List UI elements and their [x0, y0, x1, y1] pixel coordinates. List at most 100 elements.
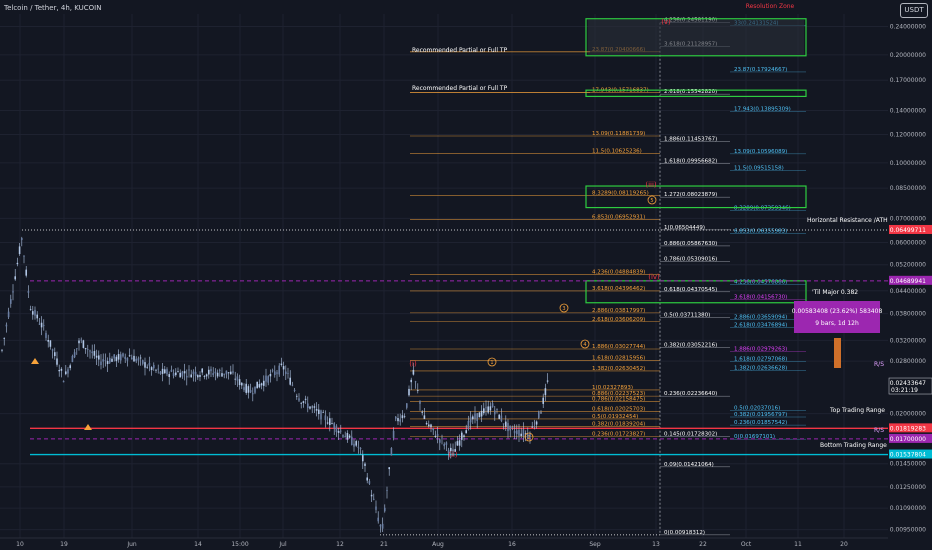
candle-body	[382, 524, 384, 529]
fib-label-right: 17.943(0.13895309)	[734, 107, 791, 113]
fib-label-left: 0.236(0.01723827)	[592, 432, 645, 438]
price-tick-label: 0.03200000	[890, 337, 926, 344]
candle-body	[245, 384, 247, 393]
fib-label-left: 13.09(0.11881739)	[592, 131, 645, 137]
candle-body	[380, 525, 382, 527]
candle-body	[287, 373, 289, 374]
measurement-box	[794, 301, 880, 333]
price-tick-label: 0.01450000	[890, 461, 926, 468]
fib-label-right: 8.3289(0.07359346)	[734, 206, 791, 212]
candle-body	[78, 341, 80, 344]
candle-body	[410, 380, 412, 382]
candle-body	[133, 356, 135, 362]
candle-body	[501, 416, 503, 421]
candle-body	[516, 430, 518, 434]
candle-body	[424, 415, 426, 419]
candle-body	[289, 378, 291, 385]
time-tick-label: 10	[16, 541, 24, 548]
price-tick-label: 0.00950000	[890, 527, 926, 534]
fib-label-left: 6.853(0.06952931)	[592, 214, 645, 220]
candle-body	[237, 376, 239, 380]
candle-body	[281, 364, 283, 365]
candle-body	[179, 373, 181, 378]
candle-body	[503, 423, 505, 424]
candle-body	[485, 407, 487, 408]
price-tick-label: 0.14000000	[890, 107, 926, 114]
wave-label-v: (v)	[661, 18, 671, 26]
candle-body	[303, 401, 305, 403]
time-tick-label: 22	[699, 541, 707, 548]
candle-body	[325, 415, 327, 420]
candle-body	[274, 371, 276, 375]
candle-body	[204, 376, 206, 377]
fib-label-center: 0.09(0.01421064)	[664, 462, 714, 468]
candle-body	[118, 354, 120, 360]
candle-body	[212, 373, 214, 375]
candle-body	[536, 422, 538, 425]
currency-button[interactable]: USDT	[900, 3, 928, 18]
time-tick-label: 13	[652, 541, 660, 548]
candle-body	[241, 383, 243, 386]
candle-body	[514, 431, 516, 433]
candle-body	[248, 386, 250, 393]
candle-body	[417, 390, 419, 391]
fib-label-right: 6.853(0.06355983)	[734, 228, 787, 234]
candle-body	[223, 374, 225, 375]
price-tick-label: 0.02000000	[890, 411, 926, 418]
candle-body	[377, 518, 379, 522]
candle-body	[116, 357, 118, 361]
candle-body	[232, 371, 234, 373]
candle-body	[538, 412, 540, 418]
fib-label-center: 0.886(0.05867630)	[664, 241, 717, 247]
price-tick-label: 0.07000000	[890, 215, 926, 222]
candle-body	[146, 367, 148, 368]
candle-body	[138, 358, 140, 360]
price-axis: 0.24000000 0.20000000 0.17000000 0.14000000…	[888, 0, 932, 550]
candle-body	[228, 372, 230, 373]
candle-body	[547, 381, 549, 382]
candle-body	[311, 407, 313, 408]
candle-body	[437, 434, 439, 436]
candle-body	[298, 398, 300, 400]
time-tick-label: 11	[794, 541, 802, 548]
candle-body	[509, 426, 511, 431]
wave-label-ii: (ii)	[448, 451, 458, 459]
price-tick-label: 0.05200000	[890, 262, 926, 269]
fib-label-center: 1.618(0.09956682)	[664, 159, 717, 165]
candle-body	[80, 340, 82, 341]
candle-body	[355, 441, 357, 446]
candle-body	[487, 406, 489, 412]
fib-label-center: 0.145(0.01728302)	[664, 431, 717, 437]
candle-body	[465, 430, 467, 433]
time-tick-label: 19	[60, 541, 68, 548]
wave-count-2: 2	[527, 435, 530, 441]
candle-body	[39, 324, 41, 325]
candle-body	[149, 363, 151, 366]
candle-body	[481, 411, 483, 417]
candle-body	[210, 369, 212, 371]
time-axis: 10 19 Jun 14 15:00 Jul 12 21 Aug 16 Sep 13 22 Oct 11 20	[0, 538, 932, 550]
price-tick-label: 0.08500000	[890, 185, 926, 192]
candle-body	[419, 401, 421, 404]
measurement-line-1: 0.00583408 (23.62%) 583408	[792, 308, 883, 315]
candle-body	[144, 362, 146, 368]
candle-body	[371, 495, 373, 496]
time-tick-label: Jun	[126, 541, 137, 548]
price-badge-label: 0.01819283	[890, 425, 926, 432]
wave-label-iii: (iii)	[645, 181, 657, 189]
fib-label-right: 3.618(0.04156730)	[734, 295, 787, 301]
candle-body	[322, 412, 324, 413]
candle-body	[131, 358, 133, 360]
candle-body	[283, 366, 285, 369]
fib-label-center: 1.272(0.08023879)	[664, 192, 717, 198]
candle-body	[292, 385, 294, 386]
price-tick-label: 0.24000000	[890, 23, 926, 30]
candle-body	[1, 350, 3, 351]
price-tick-label: 0.01090000	[890, 505, 926, 512]
price-badge-label: 0.01700000	[890, 436, 926, 443]
resolution-zone-label: Resolution Zone	[746, 3, 795, 10]
fib-label-left: 0.886(0.02237523)	[592, 391, 645, 397]
candle-body	[263, 381, 265, 386]
candle-body	[362, 455, 364, 461]
